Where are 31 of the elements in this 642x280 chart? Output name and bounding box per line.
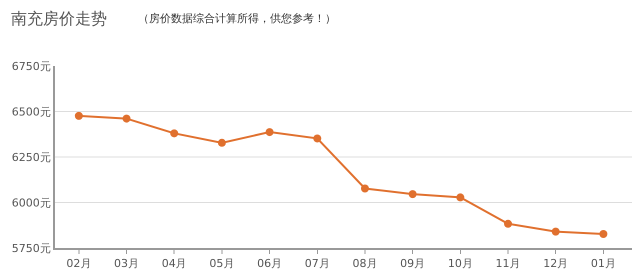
x-tick-label: 11月 [496, 257, 521, 270]
point [266, 128, 274, 136]
point [122, 114, 131, 123]
x-tick-label: 09月 [400, 257, 426, 270]
x-tick-label: 08月 [352, 257, 378, 270]
point [360, 184, 369, 192]
chart-subtitle: （房价数据综合计算所得，供您参考！） [138, 12, 336, 25]
y-tick-label: 5750元 [12, 242, 51, 255]
y-tick-label: 6250元 [12, 150, 51, 164]
x-tick-label: 05月 [209, 257, 234, 270]
x-tick-label: 07月 [304, 257, 330, 270]
x-tick-label: 01月 [590, 257, 616, 270]
x-tick-label: 03月 [114, 257, 140, 270]
point [599, 230, 608, 238]
point [408, 190, 417, 198]
x-tick-label: 12月 [543, 257, 568, 270]
point [313, 134, 322, 142]
point [504, 220, 512, 228]
point [170, 129, 178, 138]
x-tick-label: 04月 [162, 257, 187, 270]
x-tick-label: 06月 [257, 257, 282, 270]
y-tick-label: 6000元 [12, 196, 51, 210]
chart-title: 南充房价走势 [11, 9, 107, 28]
y-tick-label: 6500元 [12, 105, 51, 118]
point [552, 228, 560, 236]
y-tick-label: 6750元 [12, 60, 51, 73]
point [218, 138, 226, 147]
x-tick-label: 10月 [448, 257, 473, 270]
point [74, 112, 83, 120]
x-tick-label: 02月 [66, 257, 92, 270]
point [456, 193, 464, 202]
